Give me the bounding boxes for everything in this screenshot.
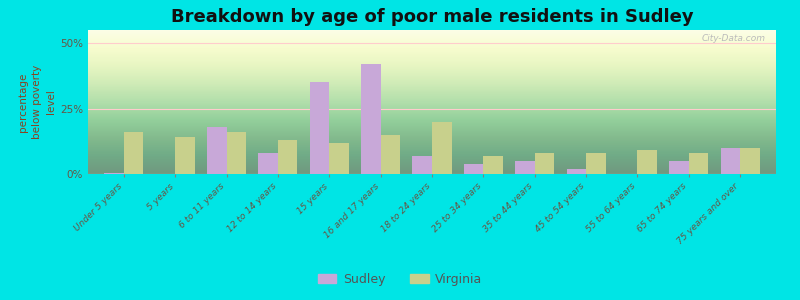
- Bar: [105, 173, 124, 174]
- Bar: [586, 153, 606, 174]
- Y-axis label: percentage
below poverty
level: percentage below poverty level: [18, 65, 56, 139]
- Bar: [515, 161, 534, 174]
- Bar: [740, 148, 759, 174]
- Bar: [534, 153, 554, 174]
- Bar: [464, 164, 483, 174]
- Bar: [721, 148, 740, 174]
- Bar: [483, 156, 503, 174]
- Bar: [381, 135, 400, 174]
- Bar: [566, 169, 586, 174]
- Text: City-Data.com: City-Data.com: [702, 34, 766, 43]
- Bar: [330, 142, 349, 174]
- Bar: [258, 153, 278, 174]
- Bar: [432, 122, 451, 174]
- Bar: [278, 140, 298, 174]
- Bar: [638, 150, 657, 174]
- Bar: [175, 137, 194, 174]
- Bar: [226, 132, 246, 174]
- Bar: [689, 153, 708, 174]
- Bar: [124, 132, 143, 174]
- Bar: [670, 161, 689, 174]
- Bar: [361, 64, 381, 174]
- Title: Breakdown by age of poor male residents in Sudley: Breakdown by age of poor male residents …: [170, 8, 694, 26]
- Bar: [413, 156, 432, 174]
- Bar: [310, 82, 330, 174]
- Legend: Sudley, Virginia: Sudley, Virginia: [313, 268, 487, 291]
- Bar: [207, 127, 226, 174]
